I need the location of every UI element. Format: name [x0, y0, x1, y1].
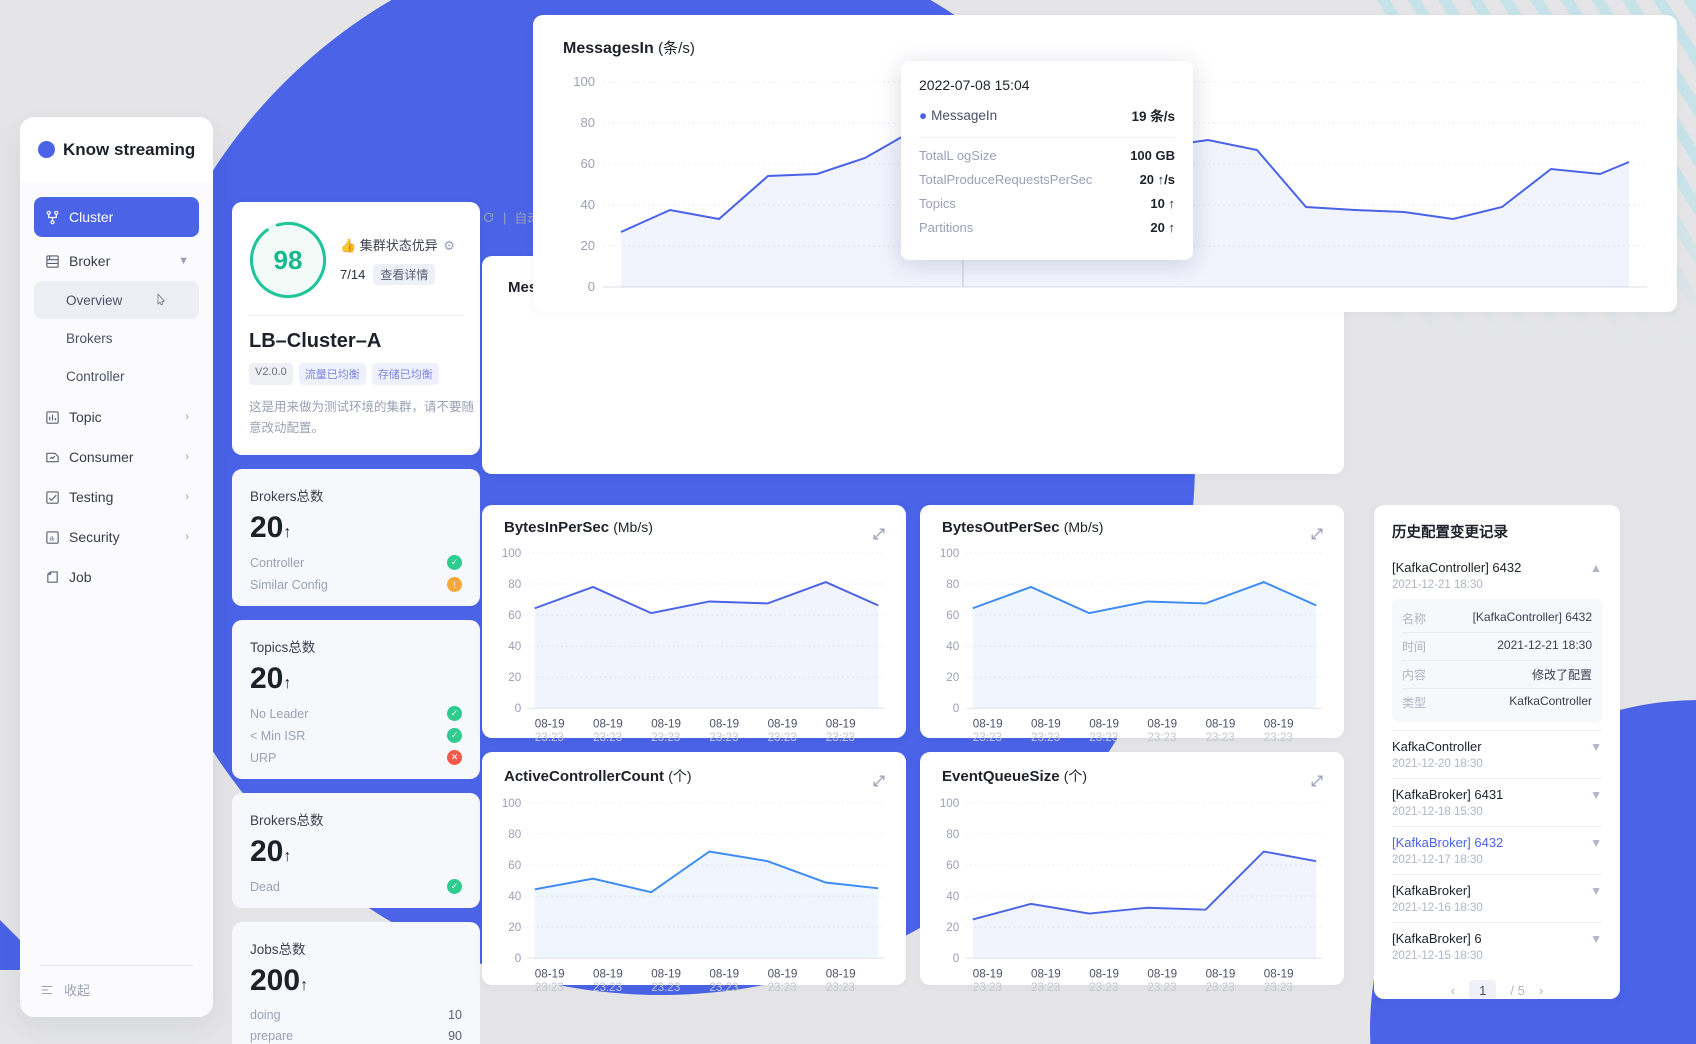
svg-text:08-19: 08-19 — [1596, 300, 1629, 302]
svg-text:08-19: 08-19 — [826, 718, 856, 731]
svg-text:60: 60 — [946, 609, 959, 622]
svg-text:23:23: 23:23 — [768, 981, 797, 994]
svg-text:23:23: 23:23 — [826, 731, 855, 744]
svg-text:20: 20 — [946, 921, 959, 934]
svg-text:23:23: 23:23 — [651, 731, 680, 744]
svg-text:40: 40 — [508, 890, 521, 903]
svg-text:20: 20 — [508, 671, 521, 684]
svg-text:08-19: 08-19 — [593, 718, 623, 731]
svg-text:80: 80 — [946, 578, 959, 591]
svg-text:08-19: 08-19 — [1147, 968, 1177, 981]
svg-text:08-19: 08-19 — [1206, 718, 1236, 731]
svg-text:23:23: 23:23 — [973, 731, 1002, 744]
svg-text:60: 60 — [508, 859, 521, 872]
svg-text:08-19: 08-19 — [1066, 300, 1099, 302]
svg-text:08-19: 08-19 — [888, 300, 921, 302]
svg-text:08-19: 08-19 — [973, 968, 1003, 981]
svg-text:60: 60 — [946, 859, 959, 872]
svg-text:20: 20 — [581, 238, 595, 253]
svg-text:08-19: 08-19 — [768, 718, 798, 731]
svg-text:100: 100 — [940, 797, 960, 810]
svg-text:08-19: 08-19 — [973, 718, 1003, 731]
svg-text:100: 100 — [502, 797, 522, 810]
svg-text:60: 60 — [581, 156, 595, 171]
svg-text:23:23: 23:23 — [1089, 731, 1118, 744]
svg-text:08-19: 08-19 — [1147, 718, 1177, 731]
svg-text:08-19: 08-19 — [1089, 968, 1119, 981]
svg-text:0: 0 — [953, 702, 960, 715]
svg-text:08-19: 08-19 — [1244, 300, 1277, 302]
svg-text:08-19: 08-19 — [977, 300, 1010, 302]
svg-text:40: 40 — [946, 640, 959, 653]
svg-text:80: 80 — [508, 828, 521, 841]
svg-text:23:23: 23:23 — [768, 731, 797, 744]
svg-text:80: 80 — [946, 828, 959, 841]
svg-text:08-19: 08-19 — [535, 718, 565, 731]
svg-text:40: 40 — [581, 197, 595, 212]
svg-text:08-19: 08-19 — [768, 968, 798, 981]
svg-text:08-19: 08-19 — [710, 300, 743, 302]
svg-text:60: 60 — [508, 609, 521, 622]
svg-text:08-19: 08-19 — [1333, 300, 1366, 302]
svg-text:23:23: 23:23 — [1089, 981, 1118, 994]
svg-text:23:23: 23:23 — [1206, 981, 1235, 994]
svg-text:23:23: 23:23 — [826, 981, 855, 994]
svg-text:08-19: 08-19 — [1206, 968, 1236, 981]
svg-text:a: a — [49, 533, 54, 542]
svg-text:100: 100 — [573, 74, 595, 89]
svg-text:23:23: 23:23 — [973, 981, 1002, 994]
svg-text:23:23: 23:23 — [593, 731, 622, 744]
svg-text:20: 20 — [946, 671, 959, 684]
svg-text:08-19: 08-19 — [621, 300, 654, 302]
svg-text:08-19: 08-19 — [826, 968, 856, 981]
svg-text:0: 0 — [515, 702, 522, 715]
svg-text:08-19: 08-19 — [1031, 718, 1061, 731]
svg-text:08-19: 08-19 — [593, 968, 623, 981]
svg-text:20: 20 — [508, 921, 521, 934]
svg-text:23:23: 23:23 — [593, 981, 622, 994]
svg-text:0: 0 — [953, 952, 960, 965]
svg-text:23:23: 23:23 — [1264, 981, 1293, 994]
svg-text:23:23: 23:23 — [1031, 731, 1060, 744]
svg-text:0: 0 — [515, 952, 522, 965]
svg-text:08-19: 08-19 — [651, 968, 681, 981]
svg-text:100: 100 — [940, 547, 960, 560]
svg-text:23:23: 23:23 — [535, 981, 564, 994]
svg-text:08-19: 08-19 — [709, 968, 739, 981]
svg-text:08-19: 08-19 — [799, 300, 832, 302]
svg-text:23:23: 23:23 — [1206, 731, 1235, 744]
svg-text:40: 40 — [946, 890, 959, 903]
svg-text:23:23: 23:23 — [709, 981, 738, 994]
svg-text:40: 40 — [508, 640, 521, 653]
svg-text:08-19: 08-19 — [1089, 718, 1119, 731]
svg-text:08-19: 08-19 — [1422, 300, 1455, 302]
svg-text:08-19: 08-19 — [651, 718, 681, 731]
svg-text:23:23: 23:23 — [535, 731, 564, 744]
svg-text:100: 100 — [502, 547, 522, 560]
svg-text:23:23: 23:23 — [651, 981, 680, 994]
svg-text:08-19: 08-19 — [1264, 968, 1294, 981]
svg-text:23:23: 23:23 — [1147, 731, 1176, 744]
svg-text:23:23: 23:23 — [1031, 981, 1060, 994]
svg-text:08-19: 08-19 — [535, 968, 565, 981]
svg-text:08-19: 08-19 — [1511, 300, 1544, 302]
svg-text:23:23: 23:23 — [1147, 981, 1176, 994]
svg-text:08-19: 08-19 — [709, 718, 739, 731]
svg-text:23:23: 23:23 — [709, 731, 738, 744]
svg-text:80: 80 — [508, 578, 521, 591]
svg-text:08-19: 08-19 — [1264, 718, 1294, 731]
svg-text:23:23: 23:23 — [1264, 731, 1293, 744]
svg-text:0: 0 — [588, 279, 595, 294]
svg-text:08-19: 08-19 — [1155, 300, 1188, 302]
svg-text:08-19: 08-19 — [1031, 968, 1061, 981]
svg-text:80: 80 — [581, 115, 595, 130]
